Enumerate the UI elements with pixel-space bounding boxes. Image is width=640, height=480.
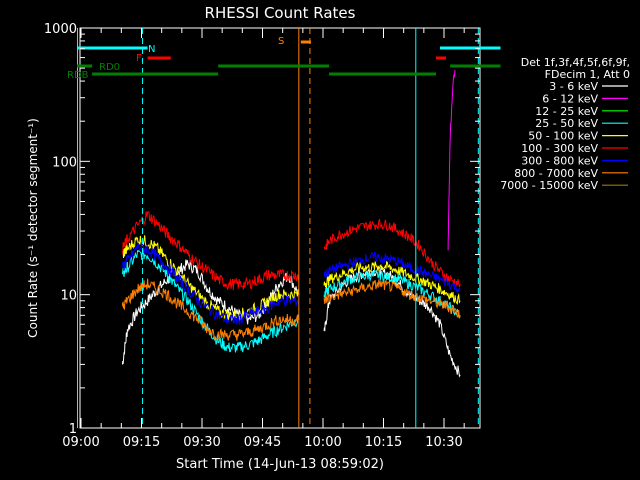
series-300-800-kev-pass-2 [323,251,461,293]
x-tick-label: 10:00 [304,435,341,450]
series-25-50-kev-pass-2 [323,269,461,318]
series-100-300-kev-pass-2 [323,218,461,289]
legend: Det 1f,3f,4f,5f,6f,9f, FDecim 1, Att 0 3… [500,56,630,192]
y-tick-label: 100 [52,155,77,170]
x-axis-label: Start Time (14-Jun-13 08:59:02) [176,457,384,472]
y-tick-label: 10 [60,289,77,304]
legend-entry-label: 6 - 12 keV [542,92,598,105]
chart-title: RHESSI Count Rates [205,4,356,22]
series-300-800-kev-pass-1 [121,242,300,325]
state-label-f: F [136,53,142,64]
y-tick-label: 1 [69,422,77,437]
legend-entry-label: 300 - 800 keV [521,154,598,167]
series-800-7000-kev-pass-2 [323,278,461,319]
legend-entry-label: 100 - 300 keV [521,142,598,155]
state-label-s: S [278,36,284,47]
plot-border [79,27,481,429]
y-tick-label: 1000 [44,22,77,37]
x-tick-label: 09:45 [244,435,281,450]
legend-entry-label: 7000 - 15000 keV [500,179,598,192]
y-axis-label: Count Rate (s⁻¹ detector segment⁻¹) [26,118,40,338]
legend-header-line-2: FDecim 1, Att 0 [545,68,630,81]
x-tick-label: 09:30 [183,435,220,450]
legend-entry-label: 800 - 7000 keV [514,167,598,180]
series-50-100-kev-pass-2 [323,260,461,305]
attenuator-bars: NF RD0 RDB S [67,36,501,81]
x-tick-label: 09:00 [62,435,99,450]
state-label-rdb: RDB [67,70,89,81]
x-tick-label: 10:15 [365,435,402,450]
axis-ticks: 1 10 100 1000 09:00 09:15 09:30 09:45 10:00 10:15… [44,22,480,450]
state-label-n: N [148,44,155,55]
legend-entry-label: 3 - 6 keV [549,80,598,93]
x-tick-label: 09:15 [123,435,160,450]
series-800-7000-kev-pass-1 [121,278,300,341]
legend-entry-label: 25 - 50 keV [535,117,598,130]
legend-entry-label: 12 - 25 keV [535,105,598,118]
x-tick-label: 10:30 [425,435,462,450]
series-traces [121,69,461,378]
vertical-markers [77,28,479,428]
series-50-100-kev-pass-1 [121,235,300,322]
series-100-300-kev-pass-1 [121,210,300,291]
legend-entry-label: 50 - 100 keV [528,130,598,143]
state-label-rd0: RD0 [99,62,120,73]
plot-frame [79,27,481,429]
series-6-12-kev-pass-2 [447,69,456,251]
legend-header-line-1: Det 1f,3f,4f,5f,6f,9f, [521,56,630,69]
